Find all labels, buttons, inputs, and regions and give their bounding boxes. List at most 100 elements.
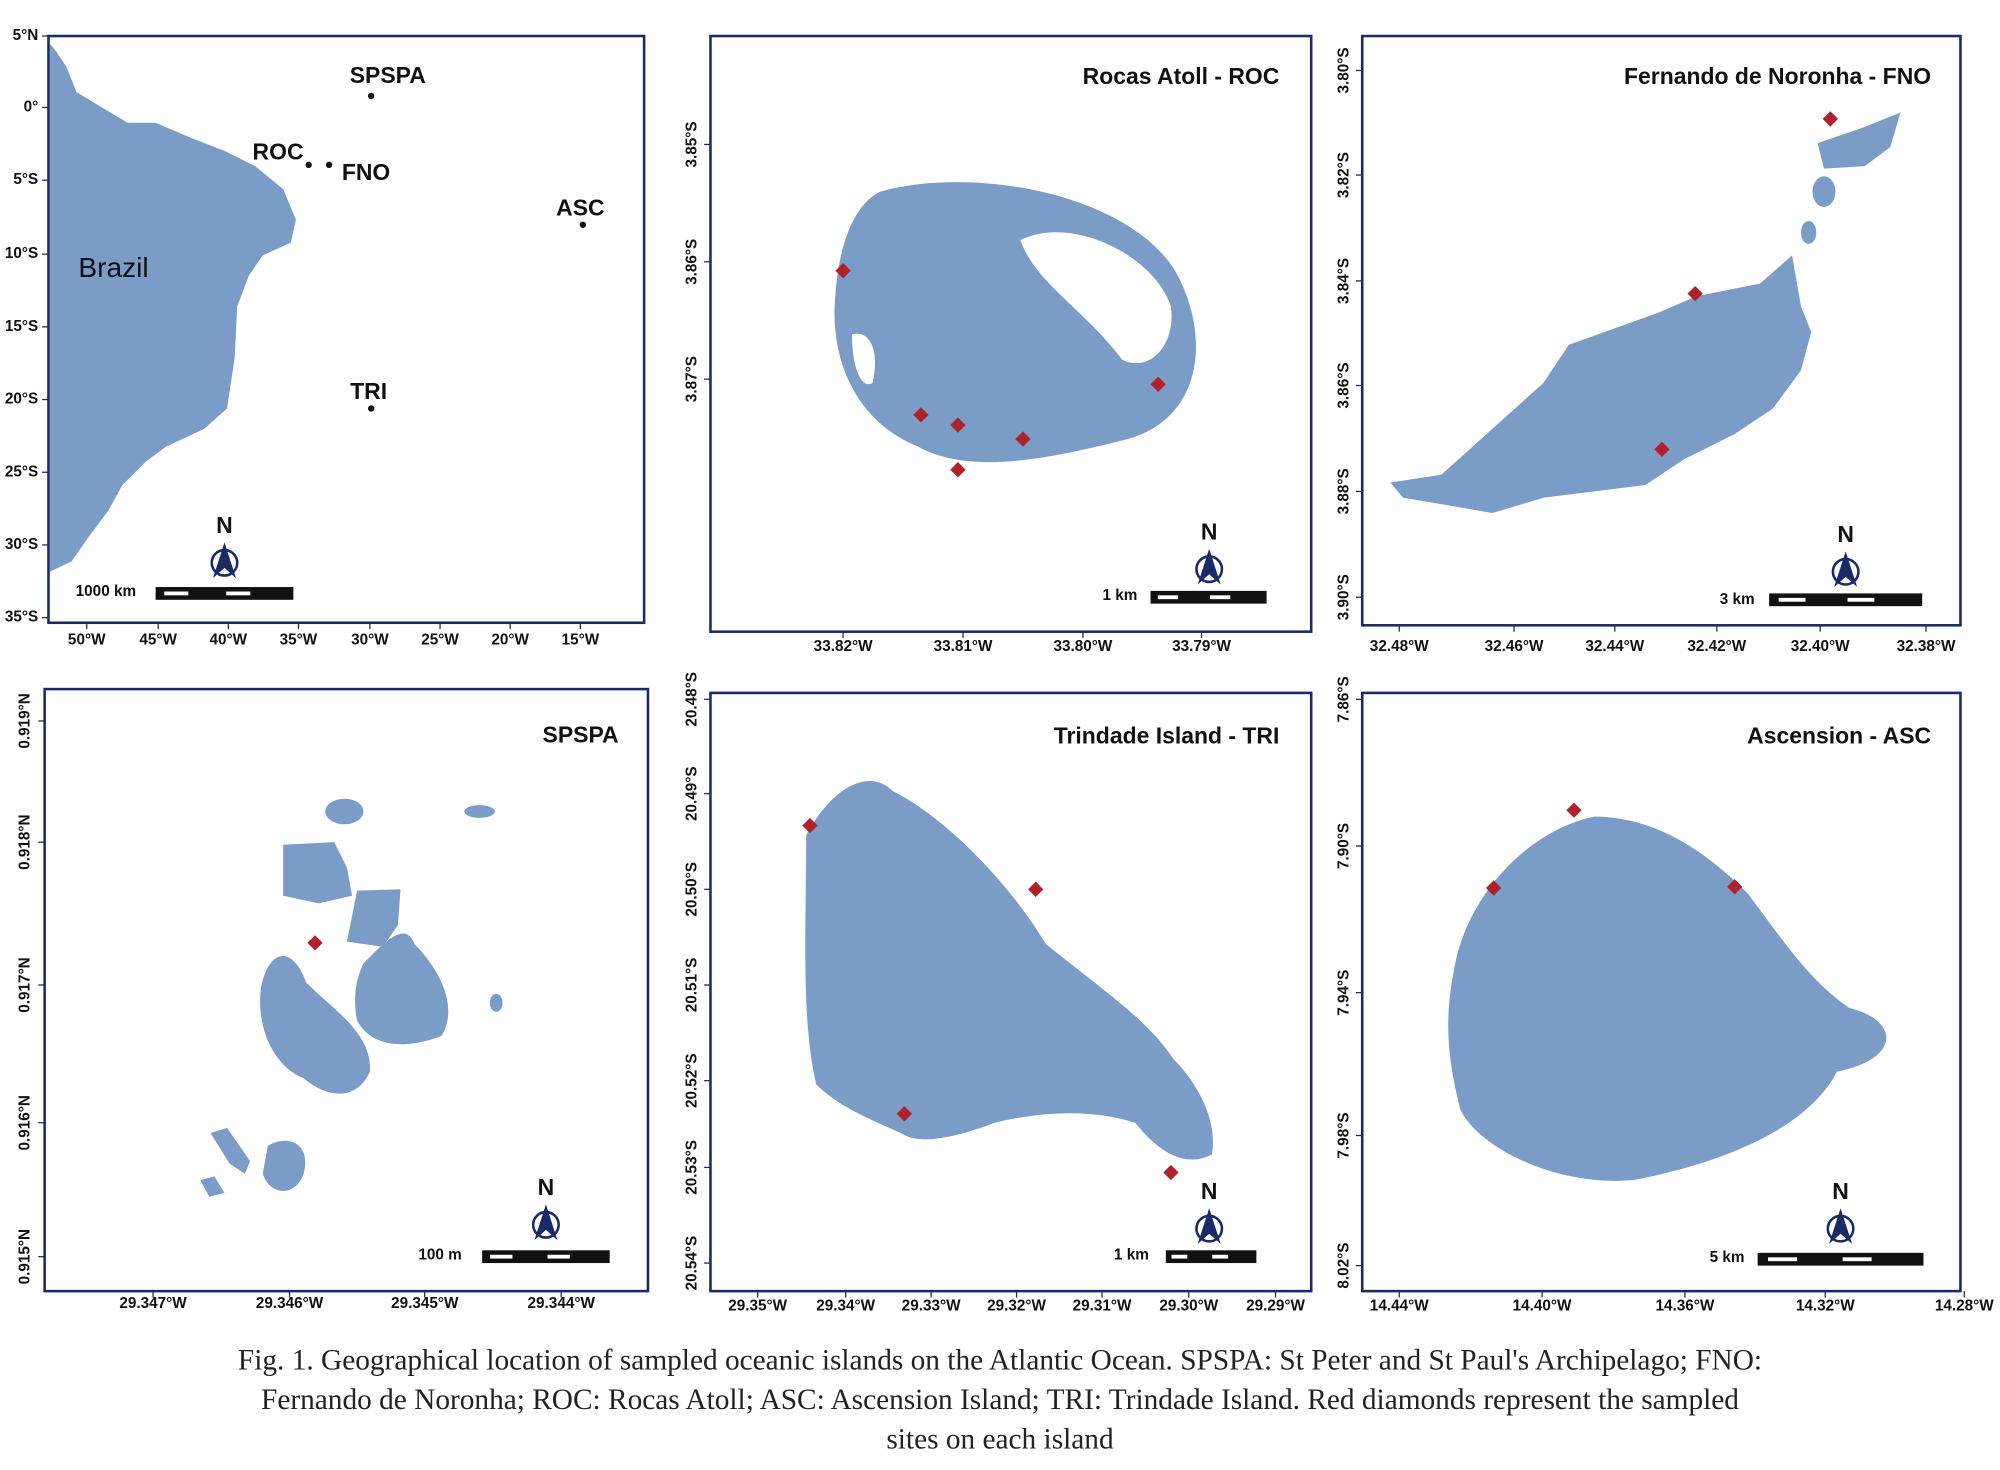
- sample-site: [1150, 376, 1166, 392]
- y-tick-label: 3.84°S: [1335, 258, 1352, 304]
- y-tick-label: 0.918°N: [17, 814, 34, 869]
- sample-site: [1163, 1164, 1179, 1181]
- y-tick-label: 7.94°S: [1335, 970, 1352, 1016]
- place-label: SPSPA: [350, 62, 426, 88]
- place-dot: [325, 161, 333, 169]
- y-tick-label: 5°S: [13, 171, 38, 188]
- scale-bar: [155, 587, 294, 600]
- panel-title: SPSPA: [543, 721, 619, 747]
- panel-title: Ascension - ASC: [1747, 723, 1931, 749]
- x-tick-label: 33.80°W: [1053, 638, 1112, 655]
- x-tick-label: 29.29°W: [1246, 1297, 1305, 1314]
- x-tick-label: 32.48°W: [1370, 638, 1429, 655]
- x-tick-label: 20°W: [491, 632, 529, 649]
- place-dot: [305, 161, 312, 169]
- x-tick-label: 29.345°W: [391, 1295, 459, 1312]
- x-tick-label: 14.44°W: [1370, 1297, 1429, 1314]
- fernando-de-noronha-islet: [1801, 220, 1817, 244]
- x-tick-label: 29.30°W: [1159, 1297, 1218, 1314]
- y-tick-label: 3.87°S: [684, 356, 701, 402]
- y-tick-label: 15°S: [5, 318, 38, 335]
- y-tick-label: 20.51°S: [684, 958, 701, 1013]
- place-label: ROC: [253, 138, 304, 164]
- x-tick-label: 32.40°W: [1791, 638, 1850, 655]
- scale-label: 1 km: [1102, 587, 1137, 604]
- trindade-island: [805, 780, 1213, 1160]
- y-tick-label: 3.80°S: [1335, 47, 1352, 93]
- sample-site: [950, 462, 966, 478]
- scale-bar: [1757, 1252, 1924, 1266]
- map-frame: [709, 691, 1313, 1293]
- scale-bar-segment: [1171, 1254, 1188, 1259]
- sample-site: [913, 407, 929, 423]
- place-dot: [367, 92, 375, 100]
- north-label: N: [1837, 521, 1854, 547]
- y-tick-label: 20.52°S: [684, 1053, 701, 1108]
- scale-label: 3 km: [1720, 591, 1755, 608]
- caption-line: Fig. 1. Geographical location of sampled…: [238, 1344, 1762, 1376]
- scale-label: 1 km: [1114, 1246, 1149, 1263]
- map-frame: [43, 687, 650, 1293]
- y-tick-label: 0.915°N: [17, 1229, 34, 1284]
- y-tick-label: 3.90°S: [1335, 574, 1352, 620]
- north-label: N: [1832, 1178, 1849, 1204]
- map-frame: [709, 34, 1313, 633]
- scale-label: 1000 km: [76, 583, 136, 600]
- spspa-islet: [464, 805, 495, 818]
- scale-bar: [1165, 1250, 1257, 1264]
- spspa-islet: [200, 1127, 250, 1197]
- y-tick-label: 7.98°S: [1335, 1112, 1352, 1158]
- y-tick-label: 3.86°S: [684, 239, 701, 285]
- scale-bar-segment: [1847, 597, 1875, 602]
- y-tick-label: 3.88°S: [1335, 468, 1352, 514]
- x-tick-label: 29.346°W: [256, 1295, 324, 1312]
- scale-bar-segment: [1212, 1254, 1229, 1259]
- x-tick-label: 14.36°W: [1656, 1297, 1715, 1314]
- y-tick-label: 20.53°S: [684, 1140, 701, 1195]
- x-tick-label: 50°W: [68, 632, 106, 649]
- x-tick-label: 15°W: [562, 632, 600, 649]
- spspa-islet: [489, 993, 503, 1012]
- north-label: N: [1201, 519, 1218, 545]
- rocas-lagoon: [852, 333, 876, 385]
- x-tick-label: 29.35°W: [728, 1297, 787, 1314]
- north-label: N: [216, 512, 233, 538]
- panel-title: Fernando de Noronha - FNO: [1624, 63, 1931, 89]
- scale-bar-segment: [1778, 597, 1806, 602]
- scale-bar-segment: [1157, 595, 1179, 600]
- sample-sites: [307, 111, 1839, 1181]
- scale-bar-segment: [1842, 1257, 1872, 1262]
- y-tick-label: 0°: [24, 98, 39, 115]
- x-tick-label: 35°W: [280, 632, 318, 649]
- sample-site: [1485, 880, 1502, 896]
- x-tick-label: 14.28°W: [1935, 1297, 1994, 1314]
- x-tick-label: 32.38°W: [1897, 638, 1956, 655]
- north-arrow: [213, 542, 236, 579]
- x-tick-label: 45°W: [139, 632, 177, 649]
- rocas-lagoon: [1020, 232, 1172, 364]
- panel-title: Trindade Island - TRI: [1054, 723, 1280, 749]
- sample-site: [950, 417, 966, 433]
- x-tick-label: 29.33°W: [902, 1297, 961, 1314]
- x-tick-label: 25°W: [421, 632, 459, 649]
- sample-site: [1566, 802, 1582, 818]
- panel-title: Rocas Atoll - ROC: [1083, 63, 1280, 89]
- fernando-de-noronha: [1390, 255, 1812, 514]
- y-tick-label: 7.90°S: [1335, 823, 1352, 869]
- sample-site: [802, 817, 818, 834]
- scale-bar-segment: [1209, 595, 1231, 600]
- place-label: FNO: [342, 159, 390, 185]
- sample-site: [307, 935, 323, 951]
- north-arrow: [534, 1204, 558, 1241]
- x-tick-label: 32.44°W: [1585, 638, 1644, 655]
- y-tick-label: 3.85°S: [684, 121, 701, 167]
- sample-site: [1654, 441, 1670, 457]
- x-tick-label: 33.79°W: [1172, 638, 1231, 655]
- scale-bar-segment: [1768, 1257, 1798, 1262]
- sample-site: [1028, 881, 1044, 897]
- scale-label: 5 km: [1710, 1249, 1745, 1266]
- caption-line: Fernando de Noronha; ROC: Rocas Atoll; A…: [261, 1384, 1739, 1416]
- y-tick-label: 20°S: [5, 391, 38, 408]
